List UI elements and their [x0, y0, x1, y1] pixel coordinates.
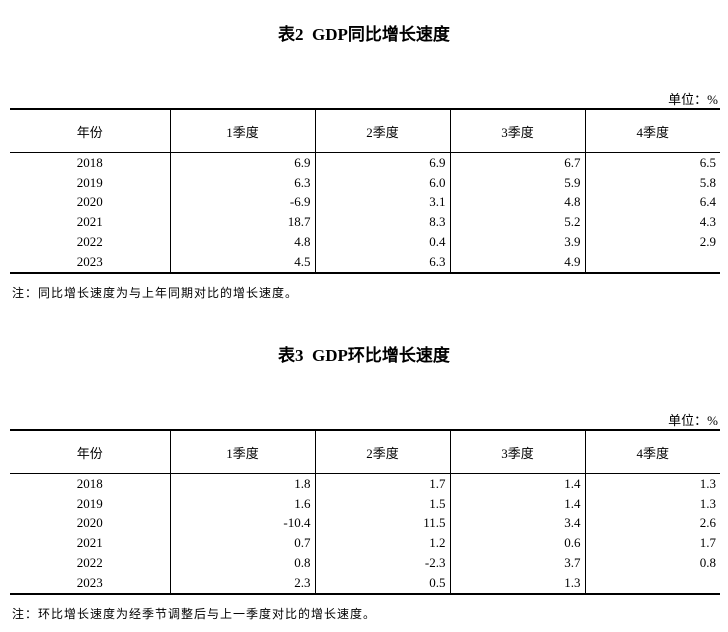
table-title: 表3 GDP环比增长速度: [278, 346, 450, 365]
cell: 0.8: [169, 553, 315, 573]
cell: 0.6: [449, 533, 585, 554]
data-row: 2018 1.8 1.7 1.4 1.3: [10, 473, 720, 494]
data-row: 2019 6.3 6.0 5.9 5.8: [10, 172, 720, 193]
cell: 4.3: [584, 212, 720, 233]
table-note: 注：同比增长速度为与上年同期对比的增长速度。: [12, 286, 299, 300]
data-row: 2020 -6.9 3.1 4.8 6.4: [10, 192, 720, 213]
cell: 4.9: [449, 251, 585, 273]
data-row: 2021 0.7 1.2 0.6 1.7: [10, 533, 720, 554]
header-cell: 年份: [10, 109, 170, 153]
cell: 6.5: [584, 152, 720, 173]
cell: 2019: [76, 174, 103, 190]
cell: 2022: [76, 234, 103, 250]
header-cell: 1季度: [169, 109, 315, 153]
cell: 6.9: [314, 152, 450, 173]
cell: 6.7: [449, 152, 585, 173]
cell: 3.1: [314, 192, 450, 213]
cell: 2020: [76, 194, 103, 210]
header-cell: 年份: [10, 430, 170, 474]
header-cell: 3季度: [449, 430, 585, 474]
cell: 6.9: [169, 152, 315, 173]
cell: 2019: [76, 495, 103, 511]
cell: 2.9: [584, 232, 720, 252]
cell: [584, 251, 720, 273]
cell: -10.4: [169, 513, 315, 534]
header-cell: 2季度: [314, 109, 450, 153]
cell: 0.8: [584, 553, 720, 573]
cell: 18.7: [169, 212, 315, 233]
cell: 2021: [76, 214, 103, 230]
unit-label: 单位：%: [668, 413, 718, 428]
data-row: 2023 4.5 6.3 4.9: [10, 251, 720, 273]
cell: 2018: [76, 475, 103, 491]
data-table: 年份 1季度 2季度 3季度 4季度 2018 1.8 1.7 1.4 1.3 2019 1.6 1.5…: [10, 429, 720, 595]
cell: 11.5: [314, 513, 450, 534]
cell: 2023: [76, 253, 103, 269]
cell: 2021: [76, 535, 103, 551]
table-section: 表2 GDP同比增长速度 单位：% 年份 1季度 2季度 3季度 4季度 2018 6.9 6.9…: [0, 0, 728, 310]
unit-label: 单位：%: [668, 92, 718, 107]
cell: 1.7: [584, 533, 720, 554]
cell: 4.8: [169, 232, 315, 252]
cell: 8.3: [314, 212, 450, 233]
table-note: 注：环比增长速度为经季节调整后与上一季度对比的增长速度。: [12, 607, 377, 621]
table-section: 表3 GDP环比增长速度 单位：% 年份 1季度 2季度 3季度 4季度 2018 1.8 1.7…: [0, 321, 728, 631]
cell: 1.2: [314, 533, 450, 554]
cell: 1.7: [314, 473, 450, 494]
header-row: 年份 1季度 2季度 3季度 4季度: [10, 430, 720, 474]
cell: 2.3: [169, 572, 315, 594]
cell: 5.9: [449, 172, 585, 193]
cell: 1.5: [314, 493, 450, 514]
cell: 0.4: [314, 232, 450, 252]
cell: 1.3: [584, 473, 720, 494]
header-row: 年份 1季度 2季度 3季度 4季度: [10, 109, 720, 153]
data-row: 2022 0.8 -2.3 3.7 0.8: [10, 553, 720, 573]
header-cell: 4季度: [584, 430, 720, 474]
cell: 2018: [76, 154, 103, 170]
cell: 1.6: [169, 493, 315, 514]
cell: 0.5: [314, 572, 450, 594]
cell: 0.7: [169, 533, 315, 554]
cell: 6.4: [584, 192, 720, 213]
cell: 6.0: [314, 172, 450, 193]
cell: 1.3: [449, 572, 585, 594]
cell: -2.3: [314, 553, 450, 573]
cell: 5.2: [449, 212, 585, 233]
cell: 1.3: [584, 493, 720, 514]
header-cell: 2季度: [314, 430, 450, 474]
cell: 4.5: [169, 251, 315, 273]
cell: 2023: [76, 574, 103, 590]
cell: 3.9: [449, 232, 585, 252]
cell: 3.4: [449, 513, 585, 534]
cell: 5.8: [584, 172, 720, 193]
data-row: 2020 -10.4 11.5 3.4 2.6: [10, 513, 720, 534]
cell: -6.9: [169, 192, 315, 213]
data-row: 2023 2.3 0.5 1.3: [10, 572, 720, 594]
data-row: 2019 1.6 1.5 1.4 1.3: [10, 493, 720, 514]
data-row: 2021 18.7 8.3 5.2 4.3: [10, 212, 720, 233]
cell: 2.6: [584, 513, 720, 534]
cell: 6.3: [314, 251, 450, 273]
table-title: 表2 GDP同比增长速度: [278, 25, 450, 44]
cell: 2022: [76, 555, 103, 571]
cell: 6.3: [169, 172, 315, 193]
data-row: 2018 6.9 6.9 6.7 6.5: [10, 152, 720, 173]
header-cell: 1季度: [169, 430, 315, 474]
data-table: 年份 1季度 2季度 3季度 4季度 2018 6.9 6.9 6.7 6.5 2019 6.3 6.0…: [10, 108, 720, 274]
cell: 1.8: [169, 473, 315, 494]
header-cell: 4季度: [584, 109, 720, 153]
cell: 4.8: [449, 192, 585, 213]
cell: 1.4: [449, 493, 585, 514]
cell: 2020: [76, 515, 103, 531]
cell: 1.4: [449, 473, 585, 494]
data-row: 2022 4.8 0.4 3.9 2.9: [10, 232, 720, 252]
cell: 3.7: [449, 553, 585, 573]
header-cell: 3季度: [449, 109, 585, 153]
cell: [584, 572, 720, 594]
